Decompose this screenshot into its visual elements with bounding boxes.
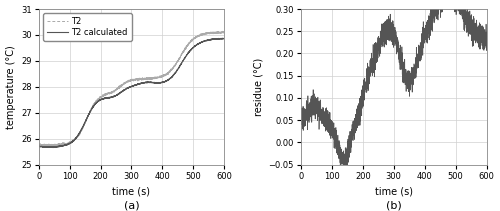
- T2 calculated: [218, 37, 224, 40]
- T2 calculated: [198, 41, 203, 44]
- Legend: T2, T2 calculated: T2, T2 calculated: [43, 13, 132, 41]
- T2 calculated: [222, 37, 228, 40]
- T2: [68, 142, 74, 145]
- Line: T2: T2: [38, 31, 224, 146]
- T2 calculated: [107, 96, 113, 99]
- T2: [220, 30, 226, 32]
- X-axis label: time (s): time (s): [374, 186, 412, 196]
- T2: [218, 32, 224, 34]
- Y-axis label: residue (°C): residue (°C): [253, 58, 263, 116]
- Text: (b): (b): [386, 201, 402, 211]
- T2: [57, 143, 63, 145]
- T2 calculated: [50, 146, 56, 149]
- Text: (a): (a): [124, 201, 140, 211]
- T2: [36, 144, 42, 146]
- T2: [115, 87, 121, 90]
- T2 calculated: [220, 37, 226, 40]
- T2 calculated: [115, 93, 121, 96]
- Y-axis label: temperature (°C): temperature (°C): [6, 45, 16, 129]
- Line: T2 calculated: T2 calculated: [38, 38, 224, 148]
- T2 calculated: [68, 141, 74, 144]
- T2 calculated: [36, 145, 42, 148]
- T2 calculated: [57, 145, 63, 148]
- T2: [48, 145, 54, 147]
- X-axis label: time (s): time (s): [112, 186, 150, 196]
- T2: [198, 34, 203, 36]
- T2: [107, 91, 113, 94]
- T2: [222, 30, 228, 33]
